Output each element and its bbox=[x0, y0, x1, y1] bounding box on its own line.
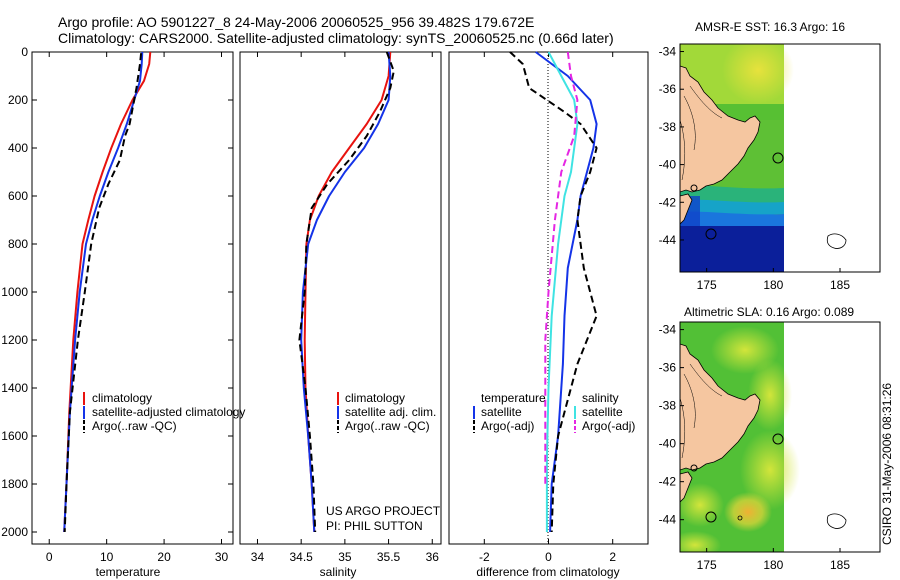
temperature-series-argo-raw-qc bbox=[63, 53, 143, 533]
sla-map-panel: Altimetric SLA: 0.16 Argo: 0.089 175 180 1… bbox=[659, 305, 881, 572]
y-tick-label: 0 bbox=[21, 45, 28, 59]
x-tick-label: -2 bbox=[479, 550, 490, 564]
y-tick-label: 600 bbox=[8, 189, 28, 203]
legend-label-temp-satellite: satellite bbox=[481, 405, 522, 419]
lat-tick-label: -44 bbox=[659, 513, 677, 527]
sla-field bbox=[680, 322, 847, 552]
legend-label-sal-argo: Argo(-adj) bbox=[582, 419, 635, 433]
lat-tick-label: -44 bbox=[659, 233, 677, 247]
sst-map-title: AMSR-E SST: 16.3 Argo: 16 bbox=[695, 20, 845, 34]
legend-label-satellite-adj: satellite adj. clim. bbox=[345, 405, 436, 419]
lat-tick-label: -40 bbox=[659, 158, 677, 172]
x-tick-label: 34 bbox=[251, 550, 265, 564]
pi-label: PI: PHIL SUTTON bbox=[326, 519, 423, 533]
legend-label-argo: Argo(..raw -QC) bbox=[345, 419, 430, 433]
y-tick-label: 200 bbox=[8, 93, 28, 107]
sst-map-frame bbox=[679, 43, 881, 273]
y-tick-label: 400 bbox=[8, 141, 28, 155]
x-tick-label: 35 bbox=[338, 550, 352, 564]
legend-label-satellite-adjusted: satellite-adjusted climatology bbox=[92, 405, 245, 419]
y-tick-label: 1000 bbox=[1, 285, 28, 299]
salinity-panel: 34 34.5 35 35.5 36 salinity climatology sate… bbox=[239, 51, 442, 579]
temperature-panel: 0 10 20 30 0 200 400 600 800 1000 1200 1400 1600 1800… bbox=[1, 45, 245, 579]
timestamp-label: CSIRO 31-May-2006 08:31:26 bbox=[880, 383, 894, 545]
x-tick-label: 0 bbox=[545, 550, 552, 564]
legend-label-sal-satellite: satellite bbox=[582, 405, 623, 419]
lon-tick-label: 185 bbox=[830, 558, 850, 572]
lat-tick-label: -34 bbox=[659, 45, 677, 59]
x-tick-label: 30 bbox=[215, 550, 229, 564]
x-tick-label: 20 bbox=[157, 550, 171, 564]
y-tick-label: 2000 bbox=[1, 525, 28, 539]
difference-series-temperature-argo-adj bbox=[509, 51, 598, 533]
lon-tick-label: 175 bbox=[697, 558, 717, 572]
x-tick-label: 34.5 bbox=[289, 550, 313, 564]
sla-map-frame bbox=[679, 321, 881, 553]
lat-tick-label: -40 bbox=[659, 437, 677, 451]
profile-location-marker bbox=[772, 433, 784, 445]
difference-series-salinity-argo-adj bbox=[544, 51, 579, 484]
figure-title-line1: Argo profile: AO 5901227_8 24-May-2006 2… bbox=[58, 14, 535, 30]
legend-label-climatology: climatology bbox=[92, 391, 152, 405]
lon-tick-label: 175 bbox=[697, 278, 717, 292]
y-tick-label: 1400 bbox=[1, 381, 28, 395]
lat-tick-label: -42 bbox=[659, 475, 677, 489]
lat-tick-label: -34 bbox=[659, 323, 677, 337]
difference-series-temperature-satellite bbox=[535, 51, 598, 533]
sla-map-title: Altimetric SLA: 0.16 Argo: 0.089 bbox=[684, 305, 854, 319]
lat-tick-label: -36 bbox=[659, 82, 677, 96]
lat-tick-label: -36 bbox=[659, 361, 677, 375]
profile-location-marker bbox=[772, 152, 784, 164]
salinity-axes-box bbox=[239, 51, 442, 545]
project-label: US ARGO PROJECT bbox=[326, 504, 441, 518]
y-tick-label: 1800 bbox=[1, 477, 28, 491]
lat-tick-label: -38 bbox=[659, 399, 677, 413]
lon-tick-label: 180 bbox=[763, 558, 783, 572]
x-tick-label: 36 bbox=[426, 550, 440, 564]
temperature-series-climatology bbox=[63, 51, 152, 533]
y-tick-label: 1200 bbox=[1, 333, 28, 347]
x-tick-label: 35.5 bbox=[377, 550, 401, 564]
temperature-xlabel: temperature bbox=[96, 565, 161, 579]
temperature-axes-box bbox=[31, 51, 234, 545]
figure-title-line2: Climatology: CARS2000. Satellite-adjuste… bbox=[58, 30, 614, 46]
lon-tick-label: 180 bbox=[763, 278, 783, 292]
salinity-series-satellite-adj-clim bbox=[300, 51, 392, 533]
x-tick-label: 2 bbox=[609, 550, 616, 564]
legend-label-climatology: climatology bbox=[345, 391, 405, 405]
salinity-xlabel: salinity bbox=[320, 565, 357, 579]
lon-tick-label: 185 bbox=[830, 278, 850, 292]
temperature-legend: climatology satellite-adjusted climatolo… bbox=[83, 391, 245, 433]
sst-map-panel: AMSR-E SST: 16.3 Argo: 16 175 180 185 -34 -3… bbox=[659, 20, 881, 292]
lat-tick-label: -38 bbox=[659, 120, 677, 134]
salinity-legend: climatology satellite adj. clim. Argo(..… bbox=[337, 391, 436, 433]
difference-legend: temperature salinity satellite Argo(-adj… bbox=[473, 391, 635, 433]
y-tick-label: 1600 bbox=[1, 429, 28, 443]
legend-label-argo: Argo(..raw -QC) bbox=[92, 419, 177, 433]
legend-group-temperature: temperature bbox=[481, 391, 546, 405]
difference-series-salinity-satellite bbox=[545, 51, 579, 532]
y-tick-label: 800 bbox=[8, 237, 28, 251]
difference-xlabel: difference from climatology bbox=[476, 565, 619, 579]
x-tick-label: 0 bbox=[46, 550, 53, 564]
sst-field bbox=[680, 44, 847, 272]
difference-panel: -2 0 2 difference from climatology tempera… bbox=[448, 51, 649, 579]
salinity-series-argo-raw-qc bbox=[298, 51, 395, 533]
legend-group-salinity: salinity bbox=[582, 391, 619, 405]
lat-tick-label: -42 bbox=[659, 195, 677, 209]
legend-label-temp-argo: Argo(-adj) bbox=[481, 419, 534, 433]
x-tick-label: 10 bbox=[100, 550, 114, 564]
